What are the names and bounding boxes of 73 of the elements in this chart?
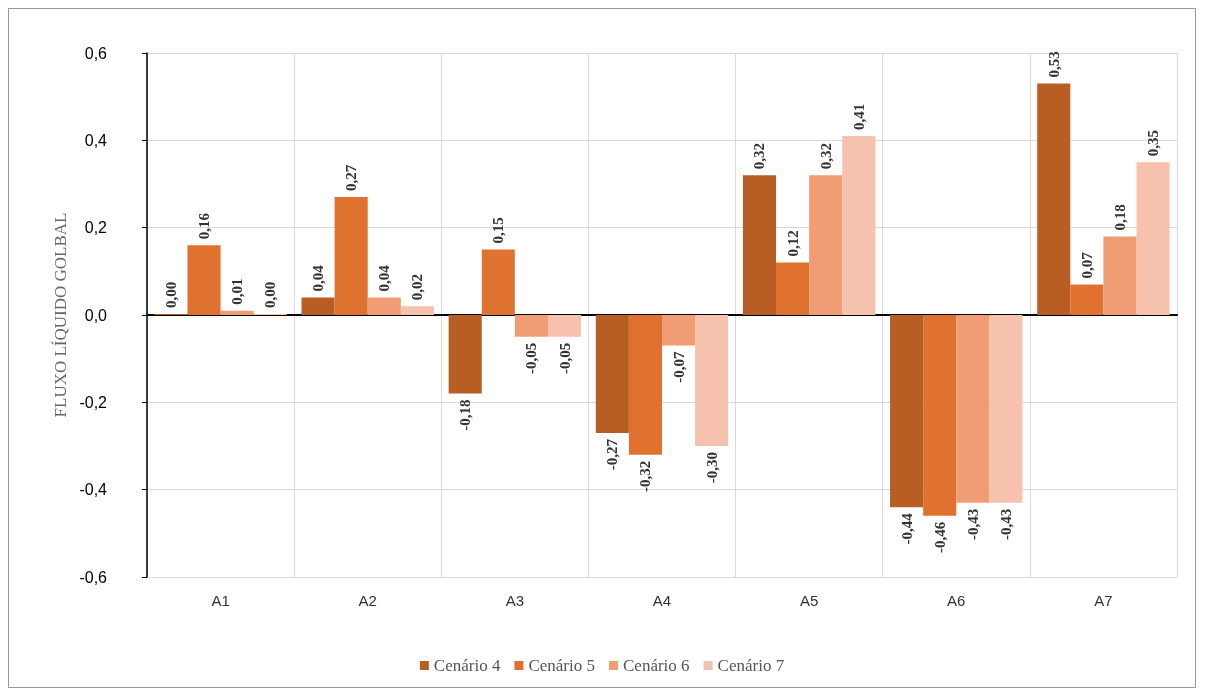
legend-label: Cenário 5: [528, 656, 596, 675]
y-tick-label: 0,2: [84, 219, 108, 237]
legend-label: Cenário 4: [433, 656, 501, 675]
bar: [1037, 83, 1071, 315]
bar: [400, 306, 434, 315]
data-label: -0,27: [604, 438, 621, 471]
y-tick-label: -0,2: [79, 393, 108, 411]
x-tick-label: A7: [1094, 592, 1113, 609]
y-tick-label: -0,6: [79, 568, 108, 586]
bar: [220, 310, 254, 315]
x-tick-label: A1: [211, 592, 230, 609]
data-label: 0,18: [1111, 204, 1128, 231]
bar: [547, 315, 582, 337]
data-label: 0,16: [196, 212, 213, 240]
bar: [1103, 236, 1137, 315]
bar: [695, 315, 729, 446]
data-label: 0,04: [310, 264, 327, 292]
y-tick-label: 0,0: [84, 306, 108, 324]
bar: [890, 315, 924, 508]
data-label: -0,44: [898, 512, 915, 545]
bar: [1136, 162, 1170, 315]
bar: [923, 315, 957, 516]
bar: [956, 315, 990, 503]
data-label: 0,27: [343, 164, 360, 192]
data-label: 0,41: [850, 103, 867, 130]
data-label: 0,00: [162, 281, 179, 308]
x-tick-label: A3: [505, 592, 525, 609]
bar: [481, 249, 515, 315]
legend-label: Cenário 6: [623, 656, 690, 675]
data-label: 0,04: [376, 264, 393, 292]
bar: [776, 262, 810, 315]
bar: [809, 175, 843, 315]
data-label: -0,46: [931, 521, 948, 554]
bar: [1070, 284, 1104, 315]
data-label: 0,35: [1145, 129, 1162, 157]
data-label: -0,05: [556, 342, 573, 375]
data-label: -0,07: [670, 351, 687, 383]
bar: [989, 315, 1023, 503]
data-label: 0,32: [817, 143, 834, 170]
bar: [514, 315, 548, 337]
data-label: -0,43: [964, 508, 981, 541]
data-label: -0,05: [523, 342, 540, 375]
data-label: 0,00: [262, 281, 279, 308]
bar: [334, 197, 368, 315]
x-tick-label: A4: [652, 592, 672, 609]
y-tick-label: 0,6: [84, 44, 108, 62]
bar: [842, 135, 876, 315]
data-label: 0,01: [229, 278, 246, 305]
y-tick-label: 0,4: [84, 131, 108, 149]
bar: [662, 315, 696, 346]
bar: [187, 245, 221, 315]
data-label: -0,43: [997, 508, 1014, 541]
data-label: -0,32: [637, 460, 654, 492]
bar: [628, 315, 662, 455]
x-tick-label: A2: [358, 592, 377, 609]
data-label: -0,30: [703, 452, 720, 484]
bar: [742, 175, 777, 315]
data-label: 0,07: [1078, 251, 1095, 279]
data-label: 0,02: [409, 274, 426, 301]
bar: [448, 315, 482, 394]
data-label: 0,12: [784, 230, 801, 257]
data-label: 0,53: [1045, 51, 1062, 78]
bar: [301, 297, 335, 315]
bar: [367, 297, 401, 315]
bar: [595, 315, 629, 433]
y-tick-label: -0,4: [79, 481, 108, 499]
data-label: 0,32: [751, 143, 768, 170]
data-label: 0,15: [490, 217, 507, 244]
x-tick-label: A5: [799, 592, 819, 609]
legend-label: Cenário 7: [717, 656, 785, 675]
data-label: -0,18: [457, 399, 474, 431]
x-tick-label: A6: [947, 592, 966, 609]
y-axis-title: FLUXO LÍQUIDO GOLBAL: [50, 212, 70, 418]
